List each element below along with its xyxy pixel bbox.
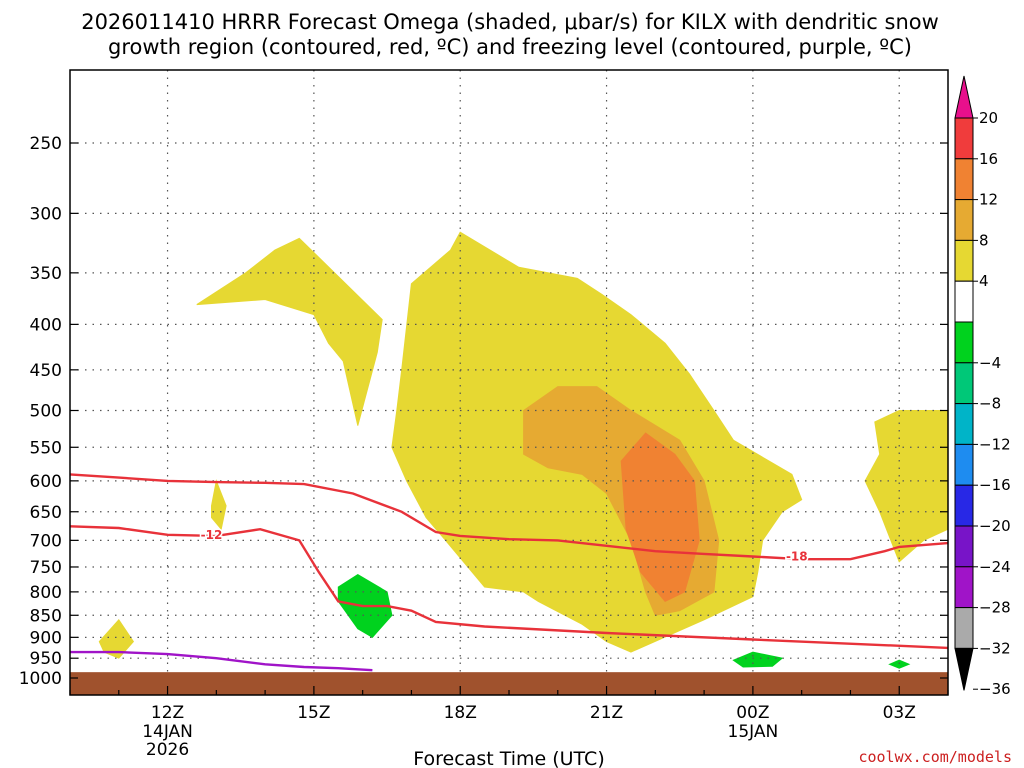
y-axis: 2503003504004505005506006507007508008509… bbox=[19, 134, 948, 689]
colorbar-bin-8-12 bbox=[954, 199, 974, 241]
omega-shading-layer bbox=[98, 231, 949, 669]
colorbar-label--24: −24 bbox=[979, 558, 1011, 576]
colorbar-label-4: 4 bbox=[979, 272, 989, 290]
colorbar-bottom-arrow bbox=[954, 647, 974, 691]
contour-layer: -12 -18 bbox=[69, 473, 949, 672]
colorbar-label-16: 16 bbox=[979, 150, 998, 168]
colorbar-bin--28--24 bbox=[954, 525, 974, 568]
y-tick-label-1000: 1000 bbox=[19, 669, 62, 689]
x-tick-label-18Z: 18Z bbox=[444, 703, 477, 723]
colorbar-bin-4-8 bbox=[954, 239, 974, 282]
x-tick-label-21Z: 21Z bbox=[590, 703, 623, 723]
colorbar-label--16: −16 bbox=[979, 476, 1011, 494]
y-tick-label-650: 650 bbox=[30, 503, 62, 523]
shaded-region-omega-4-8-small-2 bbox=[98, 618, 135, 659]
colorbar-label--12: −12 bbox=[979, 435, 1011, 453]
colorbar-bin--32--28 bbox=[954, 566, 974, 609]
colorbar-label--28: −28 bbox=[979, 599, 1011, 617]
y-tick-label-250: 250 bbox=[30, 134, 62, 154]
x-axis-label: Forecast Time (UTC) bbox=[413, 748, 604, 768]
y-tick-label-900: 900 bbox=[30, 628, 62, 648]
x-tick-date-00Z: 15JAN bbox=[728, 722, 779, 742]
y-tick-label-400: 400 bbox=[30, 315, 62, 335]
colorbar-bin--36--32 bbox=[954, 607, 974, 649]
colorbar-label--8: −8 bbox=[979, 395, 1001, 413]
x-tick-label-00Z: 00Z bbox=[736, 703, 769, 723]
colorbar-label--20: −20 bbox=[979, 517, 1011, 535]
chart-title-line-2: growth region (contoured, red, ºC) and f… bbox=[108, 35, 912, 59]
contour-label-dgz-minus18: -18 bbox=[786, 550, 808, 564]
contour-dgz-minus12 bbox=[69, 525, 949, 650]
y-tick-label-450: 450 bbox=[30, 361, 62, 381]
colorbar-bin--8--4 bbox=[954, 321, 974, 364]
ground-layer bbox=[70, 672, 948, 695]
colorbar: 20 16 12 8 4 −4 −8 −12 −16 −20 −24 −28 −32 −36 bbox=[954, 75, 1011, 698]
chart-title-line-1: 2026011410 HRRR Forecast Omega (shaded, … bbox=[81, 10, 939, 34]
contour-freezing-level-0 bbox=[70, 650, 373, 672]
shaded-region-omega-4-8-small-1 bbox=[211, 479, 227, 531]
colorbar-bin--20--16 bbox=[954, 443, 974, 486]
colorbar-label--36: −36 bbox=[979, 680, 1011, 698]
x-tick-date-12Z: 14JAN bbox=[142, 722, 193, 742]
colorbar-bin-12-16 bbox=[954, 158, 974, 201]
shaded-region-omega-neg4-neg8-mid bbox=[732, 651, 784, 668]
credit-text: coolwx.com/models bbox=[858, 748, 1012, 766]
shaded-region-omega-4-8-upper-west bbox=[196, 237, 383, 426]
shaded-region-omega-neg4-neg8-east bbox=[888, 659, 911, 669]
colorbar-bin--12--8 bbox=[954, 362, 974, 405]
y-tick-label-300: 300 bbox=[30, 204, 62, 224]
y-tick-label-850: 850 bbox=[30, 606, 62, 626]
colorbar-label-8: 8 bbox=[979, 231, 989, 249]
y-tick-label-500: 500 bbox=[30, 402, 62, 422]
contour-dgz-minus18 bbox=[69, 473, 949, 561]
colorbar-label--32: −32 bbox=[979, 639, 1011, 657]
y-tick-label-700: 700 bbox=[30, 531, 62, 551]
x-tick-label-12Z: 12Z bbox=[151, 703, 184, 723]
colorbar-bin-16-20 bbox=[954, 117, 974, 160]
colorbar-label--4: −4 bbox=[979, 354, 1001, 372]
y-tick-label-950: 950 bbox=[30, 649, 62, 669]
y-tick-label-550: 550 bbox=[30, 438, 62, 458]
y-tick-label-750: 750 bbox=[30, 558, 62, 578]
y-tick-label-350: 350 bbox=[30, 264, 62, 284]
shaded-region-omega-4-8-east bbox=[864, 410, 949, 563]
y-tick-label-600: 600 bbox=[30, 472, 62, 492]
colorbar-label-12: 12 bbox=[979, 191, 998, 209]
ground-surface bbox=[70, 672, 948, 695]
x-tick-label-03Z: 03Z bbox=[883, 703, 916, 723]
colorbar-bin--4-4 bbox=[954, 280, 974, 323]
y-tick-label-800: 800 bbox=[30, 583, 62, 603]
colorbar-label-20: 20 bbox=[979, 109, 998, 127]
x-tick-label-15Z: 15Z bbox=[297, 703, 330, 723]
colorbar-bin--16--12 bbox=[954, 403, 974, 445]
colorbar-bin--24--20 bbox=[954, 484, 974, 527]
shaded-region-omega-12-16 bbox=[620, 432, 700, 603]
colorbar-top-arrow bbox=[954, 75, 974, 119]
x-tick-year-12Z: 2026 bbox=[146, 740, 189, 760]
contour-label-dgz-minus12: -12 bbox=[201, 528, 223, 542]
